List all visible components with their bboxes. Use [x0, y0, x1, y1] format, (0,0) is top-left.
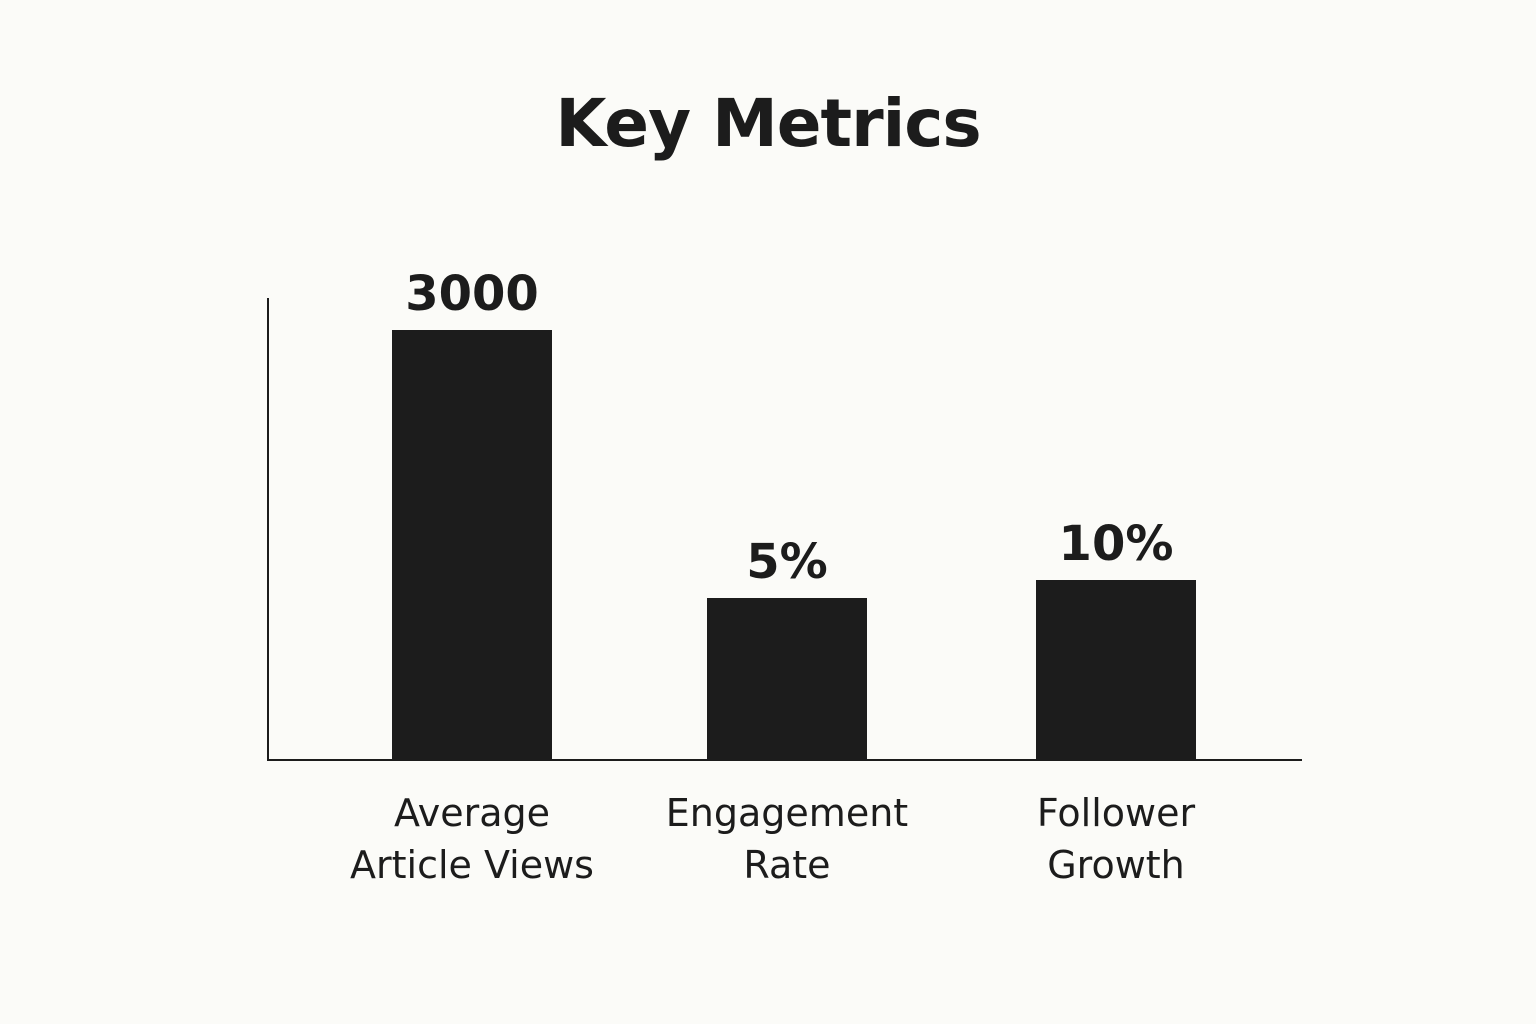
chart-title: Key Metrics — [555, 85, 981, 162]
bar-value-label: 3000 — [405, 266, 539, 322]
category-label: Follower — [1037, 791, 1196, 835]
category-label: Engagement — [666, 791, 908, 835]
bar-1 — [392, 330, 552, 760]
bar-3 — [1036, 580, 1196, 760]
category-label: Rate — [743, 843, 830, 887]
bar-value-label: 5% — [746, 534, 828, 590]
category-label: Article Views — [350, 843, 594, 887]
category-label: Average — [394, 791, 550, 835]
bar-2 — [707, 598, 867, 760]
bar-value-label: 10% — [1059, 516, 1174, 572]
category-label: Growth — [1047, 843, 1185, 887]
